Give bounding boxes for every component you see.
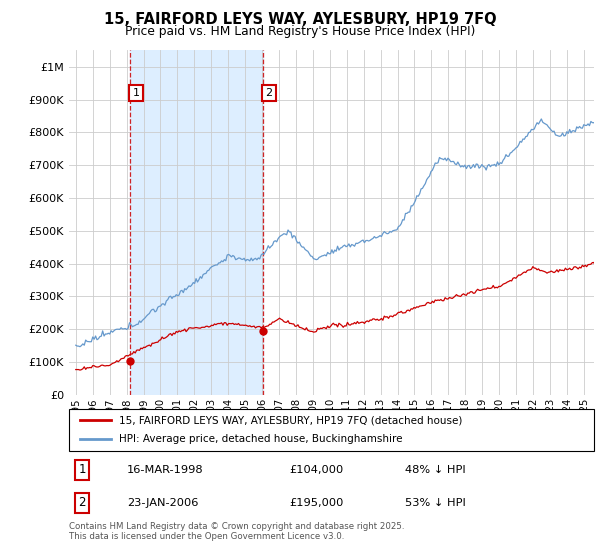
Text: £195,000: £195,000 — [290, 498, 344, 507]
FancyBboxPatch shape — [69, 409, 594, 451]
Text: 23-JAN-2006: 23-JAN-2006 — [127, 498, 198, 507]
Text: 53% ↓ HPI: 53% ↓ HPI — [405, 498, 466, 507]
Text: 2: 2 — [265, 88, 272, 98]
Text: 2: 2 — [79, 496, 86, 509]
Text: 15, FAIRFORD LEYS WAY, AYLESBURY, HP19 7FQ (detached house): 15, FAIRFORD LEYS WAY, AYLESBURY, HP19 7… — [119, 415, 462, 425]
Text: 15, FAIRFORD LEYS WAY, AYLESBURY, HP19 7FQ: 15, FAIRFORD LEYS WAY, AYLESBURY, HP19 7… — [104, 12, 496, 27]
Bar — [130, 50, 263, 395]
Text: 16-MAR-1998: 16-MAR-1998 — [127, 465, 203, 475]
Text: Price paid vs. HM Land Registry's House Price Index (HPI): Price paid vs. HM Land Registry's House … — [125, 25, 475, 38]
Text: Contains HM Land Registry data © Crown copyright and database right 2025.
This d: Contains HM Land Registry data © Crown c… — [69, 522, 404, 542]
Text: 1: 1 — [133, 88, 140, 98]
Text: £104,000: £104,000 — [290, 465, 344, 475]
Text: HPI: Average price, detached house, Buckinghamshire: HPI: Average price, detached house, Buck… — [119, 435, 403, 445]
Text: 1: 1 — [79, 464, 86, 477]
Text: 48% ↓ HPI: 48% ↓ HPI — [405, 465, 466, 475]
